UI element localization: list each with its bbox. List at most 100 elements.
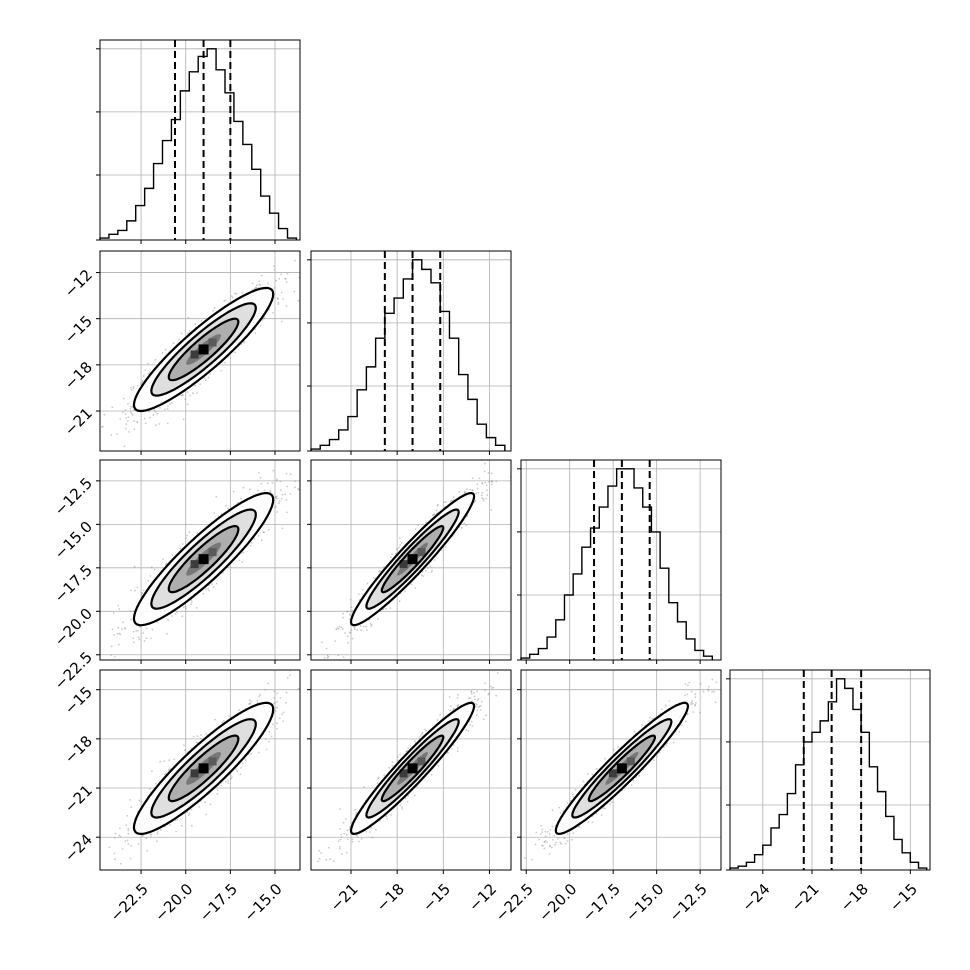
scatter-point bbox=[155, 782, 157, 785]
scatter-point bbox=[188, 812, 191, 815]
scatter-point bbox=[336, 627, 339, 630]
density-peak bbox=[407, 554, 418, 565]
scatter-point bbox=[241, 292, 244, 294]
scatter-point bbox=[203, 377, 206, 380]
scatter-point bbox=[274, 701, 277, 704]
scatter-point bbox=[137, 629, 140, 632]
scatter-point bbox=[429, 565, 431, 568]
scatter-point bbox=[118, 608, 120, 610]
scatter-point bbox=[148, 410, 150, 413]
scatter-point bbox=[372, 577, 375, 579]
scatter-point bbox=[158, 423, 161, 425]
density-peak bbox=[198, 344, 209, 355]
scatter-point bbox=[113, 656, 116, 658]
contour-line bbox=[132, 286, 275, 413]
scatter-point bbox=[285, 305, 288, 307]
scatter-point bbox=[264, 688, 266, 691]
scatter-point bbox=[282, 720, 285, 722]
scatter-point bbox=[346, 610, 349, 613]
scatter-point bbox=[259, 476, 262, 479]
scatter-point bbox=[284, 278, 287, 280]
scatter-point bbox=[276, 480, 278, 482]
scatter-point bbox=[275, 279, 278, 282]
scatter-point bbox=[122, 621, 124, 624]
scatter-point bbox=[420, 574, 423, 577]
scatter-point bbox=[273, 506, 276, 509]
scatter-point bbox=[176, 611, 178, 613]
scatter-point bbox=[138, 638, 141, 641]
scatter-point bbox=[365, 625, 367, 628]
scatter-point bbox=[85, 629, 87, 631]
scatter-point bbox=[398, 546, 400, 549]
scatter-point bbox=[445, 501, 447, 503]
scatter-point bbox=[293, 290, 296, 293]
scatter-point bbox=[236, 501, 239, 504]
scatter-point bbox=[238, 559, 241, 562]
scatter-point bbox=[490, 483, 493, 486]
scatter-point bbox=[240, 767, 242, 769]
contour-line bbox=[150, 302, 257, 397]
scatter-point bbox=[196, 735, 199, 737]
scatter-point bbox=[194, 322, 197, 325]
scatter-point bbox=[276, 478, 278, 481]
scatter-point bbox=[199, 737, 202, 740]
scatter-point bbox=[285, 281, 288, 283]
density-cell bbox=[190, 560, 199, 569]
scatter-point bbox=[156, 621, 159, 624]
scatter-point bbox=[273, 287, 276, 289]
scatter-point bbox=[398, 537, 401, 539]
scatter-point bbox=[276, 297, 279, 300]
scatter-point bbox=[124, 413, 127, 416]
scatter-point bbox=[142, 374, 145, 377]
scatter-point bbox=[417, 524, 420, 526]
scatter-point bbox=[137, 843, 140, 845]
scatter-point bbox=[267, 528, 270, 531]
scatter-point bbox=[253, 538, 256, 540]
scatter-point bbox=[136, 384, 139, 387]
scatter-point bbox=[351, 609, 354, 612]
scatter-point bbox=[275, 497, 278, 500]
scatter-point bbox=[117, 604, 120, 607]
scatter-point bbox=[140, 382, 142, 385]
scatter-point bbox=[337, 654, 340, 657]
scatter-point bbox=[337, 627, 340, 630]
scatter-point bbox=[130, 388, 133, 391]
scatter-point bbox=[276, 727, 278, 730]
panel-frame bbox=[99, 39, 301, 241]
scatter-point bbox=[350, 629, 353, 632]
scatter-point bbox=[471, 489, 474, 492]
scatter-point bbox=[205, 813, 208, 816]
density-cell bbox=[190, 350, 199, 359]
scatter-point bbox=[338, 625, 341, 628]
scatter-point bbox=[466, 488, 468, 490]
scatter-point bbox=[119, 835, 122, 838]
scatter-point bbox=[208, 584, 211, 587]
scatter-point bbox=[242, 551, 245, 554]
scatter-point bbox=[174, 613, 177, 615]
scatter-point bbox=[260, 274, 263, 277]
scatter-point bbox=[399, 544, 402, 546]
scatter-point bbox=[183, 749, 186, 752]
scatter-point bbox=[461, 527, 463, 529]
scatter-point bbox=[465, 524, 468, 527]
scatter-point bbox=[186, 391, 189, 393]
scatter-point bbox=[145, 637, 148, 640]
scatter-point bbox=[248, 702, 251, 704]
panel-frame bbox=[729, 669, 931, 871]
scatter-point bbox=[132, 387, 135, 390]
scatter-point bbox=[128, 431, 130, 433]
scatter-point bbox=[488, 481, 490, 483]
scatter-point bbox=[173, 758, 176, 761]
scatter-point bbox=[349, 631, 351, 634]
scatter-point bbox=[278, 277, 281, 280]
scatter-point bbox=[276, 511, 278, 513]
scatter-point bbox=[116, 433, 119, 435]
scatter-point bbox=[351, 637, 354, 640]
scatter-point bbox=[182, 394, 184, 397]
scatter-point bbox=[183, 744, 185, 746]
scatter-point bbox=[273, 697, 276, 699]
scatter-point bbox=[238, 709, 241, 712]
scatter-point bbox=[485, 498, 488, 500]
scatter-point bbox=[273, 702, 275, 705]
scatter-point bbox=[249, 545, 252, 547]
